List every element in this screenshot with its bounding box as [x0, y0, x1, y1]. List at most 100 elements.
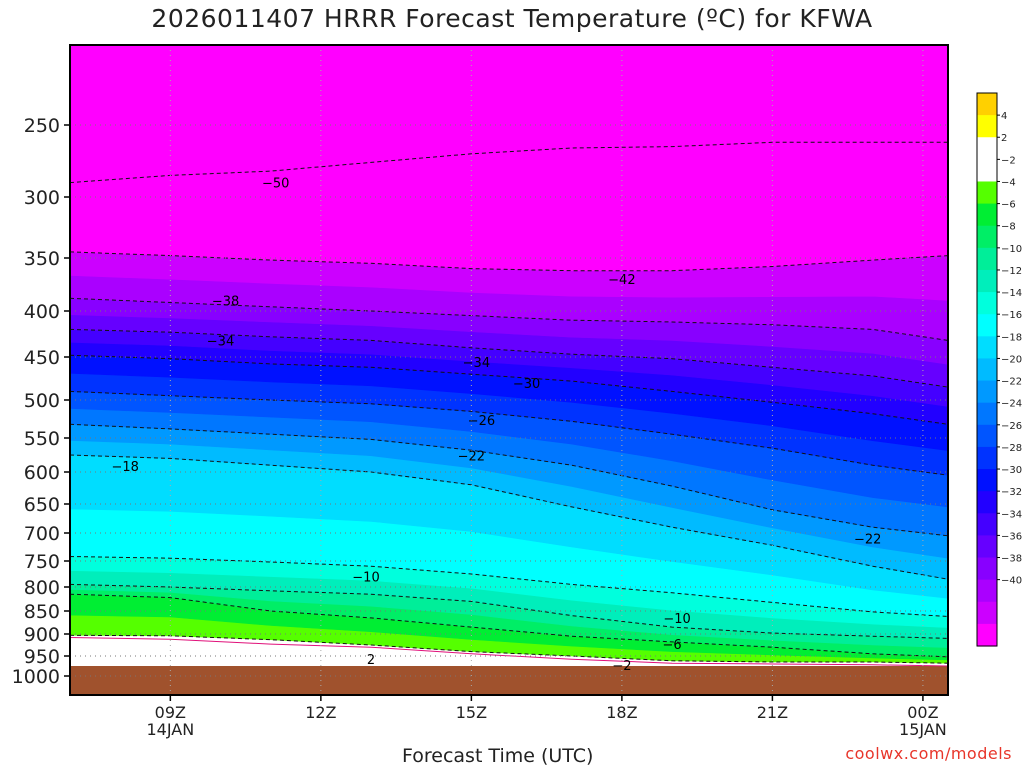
y-tick-label: 900: [24, 624, 60, 646]
contour-label: −42: [608, 273, 635, 288]
x-tick-label: 09Z: [155, 703, 186, 722]
contour-label: −38: [212, 294, 239, 309]
x-tick-label: 21Z: [757, 703, 788, 722]
colorbar-label: −40: [1001, 576, 1022, 587]
colorbar-swatch: [977, 579, 997, 603]
y-tick-label: 400: [24, 301, 60, 323]
grid-layer: [70, 45, 948, 695]
colorbar-label: −30: [1001, 465, 1022, 476]
colorbar-swatch: [977, 601, 997, 625]
colorbar-label: −20: [1001, 354, 1022, 365]
contour-line: [70, 328, 948, 388]
y-tick-label: 750: [24, 551, 60, 573]
x-tick-label: 00Z: [907, 703, 938, 722]
plot-frame: [69, 44, 949, 696]
contour-line: [70, 297, 948, 341]
contour-label: −26: [468, 414, 495, 429]
contour-label: −34: [207, 334, 234, 349]
chart-title: 2026011407 HRRR Forecast Temperature (ºC…: [151, 4, 873, 33]
contour-label: −18: [111, 460, 138, 475]
colorbar-label: −12: [1001, 266, 1022, 277]
contour-line: [70, 634, 948, 664]
ground-fill: [70, 666, 948, 695]
colorbar-swatch: [977, 469, 997, 492]
y-tick-label: 550: [24, 428, 60, 450]
contour-line: [70, 556, 948, 617]
contour-line: [70, 354, 948, 425]
colorbar: 4 2 −2 −4 −6 −8 −10 −12 −14 −16 −18 −20 −22 −24 −26 −28…: [976, 92, 1022, 647]
colorbar-frame: [976, 92, 998, 647]
colorbar-swatch: [977, 623, 997, 647]
colorbar-swatch: [977, 247, 997, 271]
colorbar-label: −34: [1001, 509, 1022, 520]
contour-label: −22: [458, 450, 485, 465]
colorbar-swatch: [977, 358, 997, 382]
x-tick-label: 15JAN: [899, 720, 947, 739]
colorbar-label: −36: [1001, 531, 1022, 542]
y-tick-label: 350: [24, 248, 60, 270]
colorbar-swatch: [977, 557, 997, 581]
ground-layer: [70, 666, 948, 695]
colorbar-swatch: [977, 292, 997, 315]
colorbar-swatch: [977, 336, 997, 360]
contour-label: −22: [854, 533, 881, 548]
colorbar-label: −16: [1001, 310, 1022, 321]
contour-line: [70, 390, 948, 476]
contour-line: [70, 141, 948, 184]
contour-label: −10: [352, 571, 379, 586]
y-tick-label: 950: [24, 646, 60, 668]
colorbar-label: −18: [1001, 332, 1022, 343]
contour-layer: [70, 141, 948, 667]
colorbar-label: −8: [1001, 222, 1016, 233]
colorbar-swatch: [977, 446, 997, 470]
colorbar-label: −38: [1001, 554, 1022, 565]
temperature-band: [70, 142, 948, 202]
contour-label: −30: [513, 377, 540, 392]
colorbar-swatch: [977, 159, 997, 183]
contour-label: −10: [663, 612, 690, 627]
x-axis-label: Forecast Time (UTC): [402, 745, 594, 767]
colorbar-swatch: [977, 93, 997, 116]
y-tick-label: 250: [24, 115, 60, 137]
chart-svg: −50 −42 −38 −34 −34 −30 −26 −22 −18 −22 −10 −10 −6 2 −…: [12, 44, 1022, 740]
y-tick-label: 850: [24, 601, 60, 623]
colorbar-swatch: [977, 424, 997, 448]
colorbar-swatch: [977, 137, 997, 160]
colorbar-label: −10: [1001, 244, 1022, 255]
colorbar-label: −32: [1001, 487, 1022, 498]
temperature-fill-layer: [70, 45, 948, 695]
colorbar-label: 4: [1001, 111, 1007, 122]
contour-label: −6: [662, 638, 681, 653]
colorbar-label: −14: [1001, 288, 1022, 299]
colorbar-swatch: [977, 402, 997, 426]
y-tick-label: 1000: [12, 666, 60, 688]
contour-label: −34: [463, 356, 490, 371]
credit-link[interactable]: coolwx.com/models: [845, 744, 1012, 763]
y-tick-label: 700: [24, 523, 60, 545]
colorbar-swatch: [977, 491, 997, 514]
colorbar-swatch: [977, 225, 997, 249]
colorbar-label: 2: [1001, 133, 1007, 144]
colorbar-swatch: [977, 535, 997, 559]
colorbar-swatch: [977, 314, 997, 337]
y-tick-label: 300: [24, 187, 60, 209]
contour-line: [70, 637, 948, 667]
colorbar-label: −26: [1001, 421, 1022, 432]
colorbar-label: −6: [1001, 200, 1016, 211]
x-tick-label: 15Z: [456, 703, 487, 722]
x-tick-label: 12Z: [305, 703, 336, 722]
y-tick-label: 600: [24, 462, 60, 484]
y-tick-label: 800: [24, 577, 60, 599]
colorbar-swatch: [977, 181, 997, 205]
x-tick-label: 2026: [150, 737, 191, 740]
x-tick-label: 18Z: [606, 703, 637, 722]
colorbar-swatch: [977, 513, 997, 536]
contour-label: −2: [612, 659, 631, 674]
y-tick-label: 650: [24, 494, 60, 516]
colorbar-swatch: [977, 380, 997, 404]
y-axis: 2503003504004505005506006507007508008509…: [12, 115, 70, 688]
contour-line: [70, 583, 948, 639]
colorbar-swatch: [977, 269, 997, 293]
contour-label: −50: [262, 177, 289, 192]
